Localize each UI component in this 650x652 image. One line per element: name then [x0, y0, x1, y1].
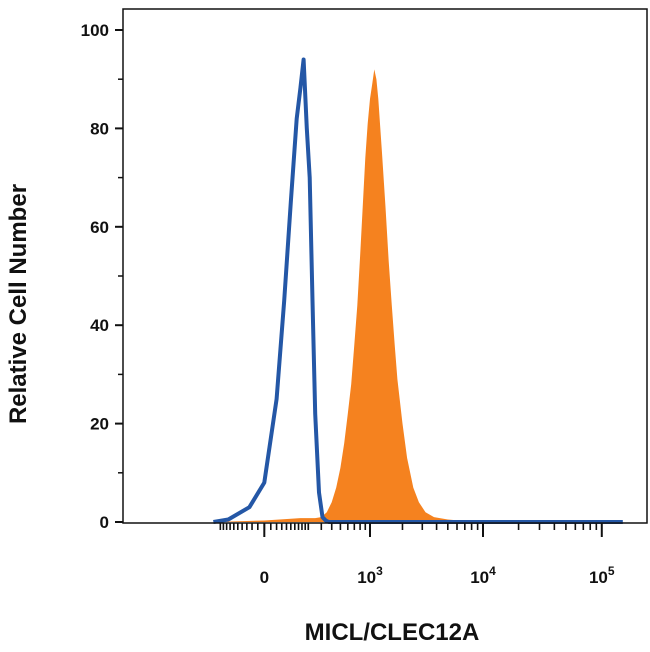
x-axis-title: MICL/CLEC12A: [305, 619, 480, 646]
y-tick-label: 40: [90, 316, 109, 335]
x-tick-label: 104: [470, 564, 496, 587]
x-tick-label: 103: [357, 564, 383, 587]
y-tick-label: 100: [81, 21, 109, 40]
y-axis: 0 20 40 60 80 100: [81, 21, 123, 532]
x-tick-label: 105: [589, 564, 615, 587]
plot-frame: [122, 8, 648, 524]
histogram-filled-1: [213, 69, 623, 523]
y-tick-label: 80: [90, 119, 109, 138]
x-tick-label: 0: [260, 568, 269, 587]
y-tick-label: 60: [90, 218, 109, 237]
histogram-outline-0: [213, 57, 623, 524]
x-axis: 0 103 104 105: [219, 523, 615, 587]
y-tick-label: 20: [90, 415, 109, 434]
plot-series: [213, 57, 623, 524]
y-tick-label: 0: [100, 513, 109, 532]
y-axis-title: Relative Cell Number: [5, 184, 32, 424]
